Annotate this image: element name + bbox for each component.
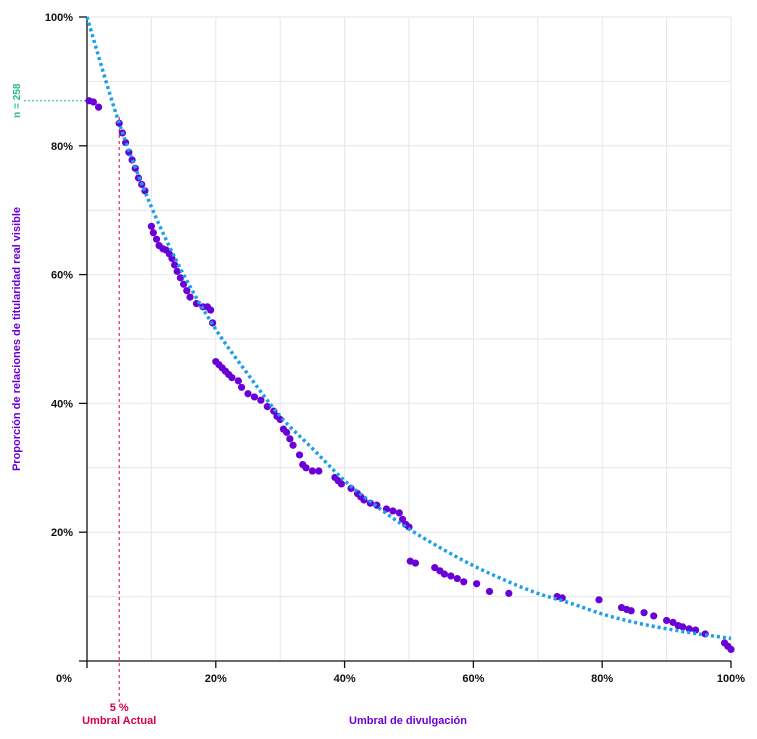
data-point (302, 464, 310, 472)
x-tick-label: 60% (462, 673, 484, 685)
data-point (94, 103, 103, 111)
grid (87, 16, 732, 661)
data-point (168, 254, 176, 263)
data-point (176, 274, 184, 282)
data-point (234, 377, 242, 385)
data-point (337, 480, 345, 488)
x-tick-label: 40% (334, 673, 356, 685)
x-tick-label: 80% (591, 673, 613, 685)
data-point (228, 374, 236, 382)
y-tick-label: 60% (51, 270, 73, 282)
data-point (149, 229, 157, 237)
data-point (186, 293, 194, 301)
data-point (627, 607, 635, 615)
threshold-label: Umbral Actual (82, 715, 156, 727)
data-point (398, 515, 407, 523)
data-point (460, 578, 468, 586)
fit-curve (85, 16, 732, 641)
data-point (152, 235, 161, 243)
y-tick-label: 100% (45, 12, 73, 24)
data-point (727, 645, 735, 654)
data-point (440, 570, 449, 578)
data-point (173, 267, 181, 275)
data-point (283, 428, 291, 436)
x-tick-label: 100% (717, 673, 745, 685)
data-point (257, 396, 265, 404)
data-point (663, 616, 671, 625)
threshold-value-label: 5 % (110, 702, 129, 714)
data-point (395, 509, 403, 517)
data-point (89, 98, 98, 106)
data-point (315, 467, 323, 475)
n-annotation-label: n = 258 (12, 83, 23, 118)
data-point (237, 383, 246, 391)
n-annotation-group: n = 258 (12, 83, 87, 118)
data-point (431, 564, 439, 572)
data-point (679, 623, 687, 631)
data-point (250, 393, 259, 401)
data-point (289, 441, 297, 449)
data-point (505, 589, 513, 597)
data-point (669, 618, 677, 626)
data-point (244, 390, 252, 398)
y-tick-label: 20% (51, 527, 73, 539)
data-point (147, 222, 155, 230)
data-point (276, 415, 284, 424)
y-tick-label: 40% (51, 398, 73, 410)
data-point (485, 587, 494, 596)
data-point (295, 451, 304, 459)
data-point (411, 559, 420, 567)
data-point (170, 261, 179, 269)
data-point (685, 625, 693, 633)
threshold-group: 5 % Umbral Actual (82, 117, 156, 727)
y-axis-title: Proporción de relaciones de titularidad … (11, 207, 23, 471)
data-point (389, 507, 397, 515)
data-point (286, 435, 294, 443)
y-tick-label: 80% (51, 141, 73, 153)
x-tick-label: 0% (56, 673, 72, 685)
x-axis-title: Umbral de divulgación (349, 715, 467, 727)
data-point (650, 612, 658, 620)
data-point (263, 403, 271, 411)
data-point (453, 574, 461, 583)
data-point (183, 287, 191, 295)
data-point (595, 596, 603, 604)
data-point (180, 280, 188, 288)
data-point (640, 609, 648, 617)
data-point (473, 580, 481, 588)
x-tick-label: 20% (205, 673, 227, 685)
data-points (85, 97, 735, 654)
data-point (207, 306, 215, 314)
data-point (308, 467, 316, 475)
data-point (447, 572, 455, 580)
axes: 0% 20% 40% 60% 80% 100% 20% 40% 60% 80% 100% (45, 12, 745, 685)
